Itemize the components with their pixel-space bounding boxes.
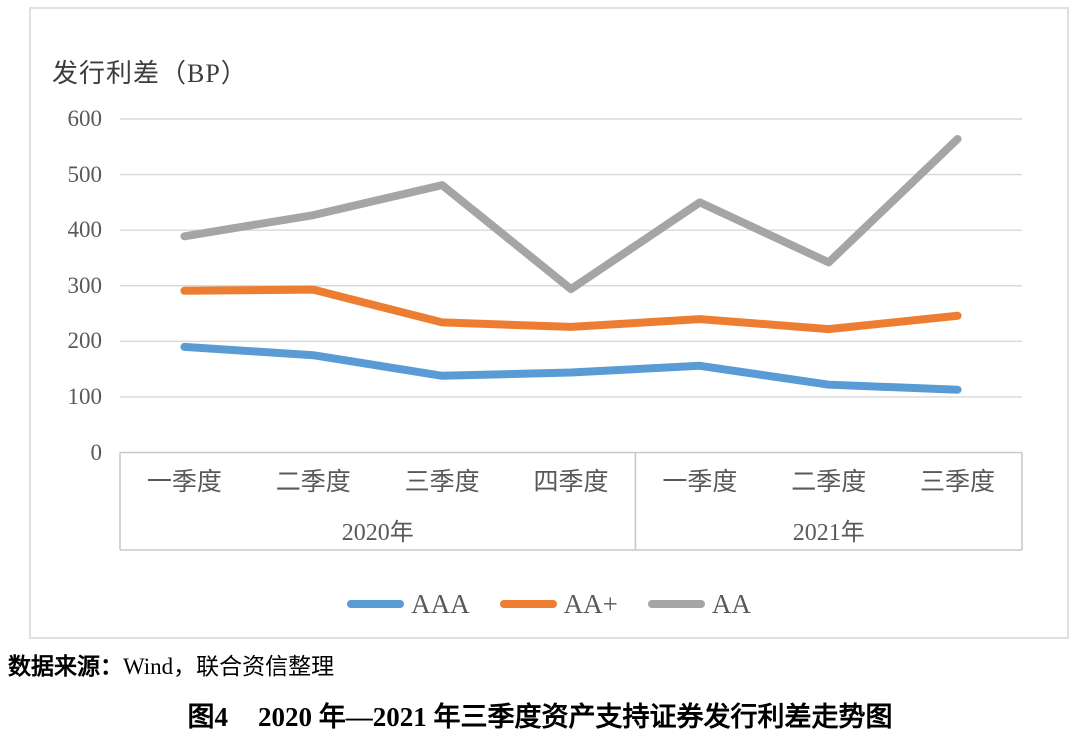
plot-area: [119, 118, 1023, 551]
legend-item-AAA: AAA: [347, 588, 470, 620]
data-source-prefix: 数据来源：: [8, 654, 123, 679]
y-tick-label: 600: [67, 106, 103, 131]
legend-label-AA: AA: [711, 589, 751, 619]
legend-swatch-AA+: [499, 600, 557, 608]
legend-label-AA+: AA+: [563, 589, 618, 619]
legend-item-AA: AA: [647, 588, 751, 620]
legend-item-AA+: AA+: [499, 588, 618, 620]
y-tick-label: 100: [67, 383, 103, 409]
figure-title: 2020 年—2021 年三季度资产支持证券发行利差走势图: [258, 702, 893, 732]
y-tick-label: 300: [67, 272, 103, 298]
data-source-text: Wind，联合资信整理: [123, 654, 335, 679]
chart-container: 发行利差（BP） 0 100 200 300 400 500 600 一季度 二季度 三季度 四季度…: [29, 7, 1069, 639]
axis-labels-layer: 0 100 200 300 400 500 600 一季度 二季度 三季度 四季度 一季度 二季度 三季度…: [31, 9, 1067, 637]
legend: AAA AA+ AA: [31, 586, 1067, 622]
x-category-label: 二季度: [275, 469, 351, 496]
series-line-AA: [180, 135, 962, 294]
y-tick-label: 200: [67, 328, 103, 354]
chart-title: 发行利差（BP）: [52, 59, 248, 88]
x-group-label: 2021年: [792, 520, 865, 546]
series-line-AA+: [180, 285, 962, 334]
x-category-label: 二季度: [791, 469, 867, 496]
x-category-label: 一季度: [662, 469, 738, 496]
y-tick-label: 400: [67, 217, 103, 243]
data-source-note: 数据来源：Wind，联合资信整理: [8, 651, 334, 683]
figure-caption: 图4 2020 年—2021 年三季度资产支持证券发行利差走势图: [0, 700, 1080, 734]
x-group-label: 2020年: [341, 520, 414, 546]
legend-swatch-AAA: [347, 600, 405, 608]
legend-label-AAA: AAA: [411, 589, 470, 619]
x-category-label: 三季度: [404, 469, 480, 496]
x-category-label: 三季度: [920, 469, 996, 496]
x-category-label: 一季度: [146, 469, 222, 496]
x-category-label: 四季度: [533, 469, 609, 496]
figure-number: 图4: [187, 702, 229, 732]
series-line-AAA: [180, 342, 962, 394]
y-tick-label: 500: [67, 161, 103, 187]
y-tick-label: 0: [90, 439, 103, 465]
legend-swatch-AA: [647, 600, 705, 608]
